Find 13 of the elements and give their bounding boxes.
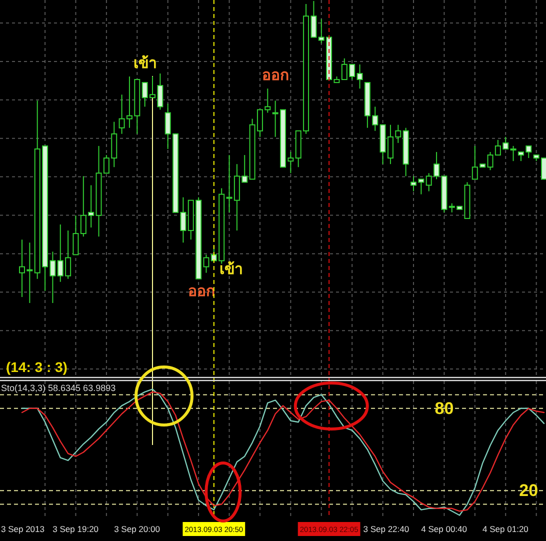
chart-title: Sto(14,3,3) 58.6345 63.9893 (1, 383, 116, 393)
annotation: ออก (188, 283, 216, 300)
x-tick-label: 3 Sep 20:00 (114, 524, 160, 534)
text: (14: 3 : 3) (6, 359, 68, 375)
x-tick-label: 4 Sep 00:40 (421, 524, 468, 534)
annotation: ออก (262, 67, 289, 84)
x-tick-label: 3 Sep 22:40 (363, 524, 410, 534)
x-tick-label: 4 Sep 01:20 (482, 524, 529, 534)
ref-line-label: 20 (519, 481, 538, 500)
x-tick-label: 3 Sep 19:20 (52, 524, 99, 534)
annotation: เข้า (133, 55, 156, 72)
x-tick-label: 3 Sep 2013 (1, 524, 45, 534)
annotation: เข้า (219, 261, 242, 278)
